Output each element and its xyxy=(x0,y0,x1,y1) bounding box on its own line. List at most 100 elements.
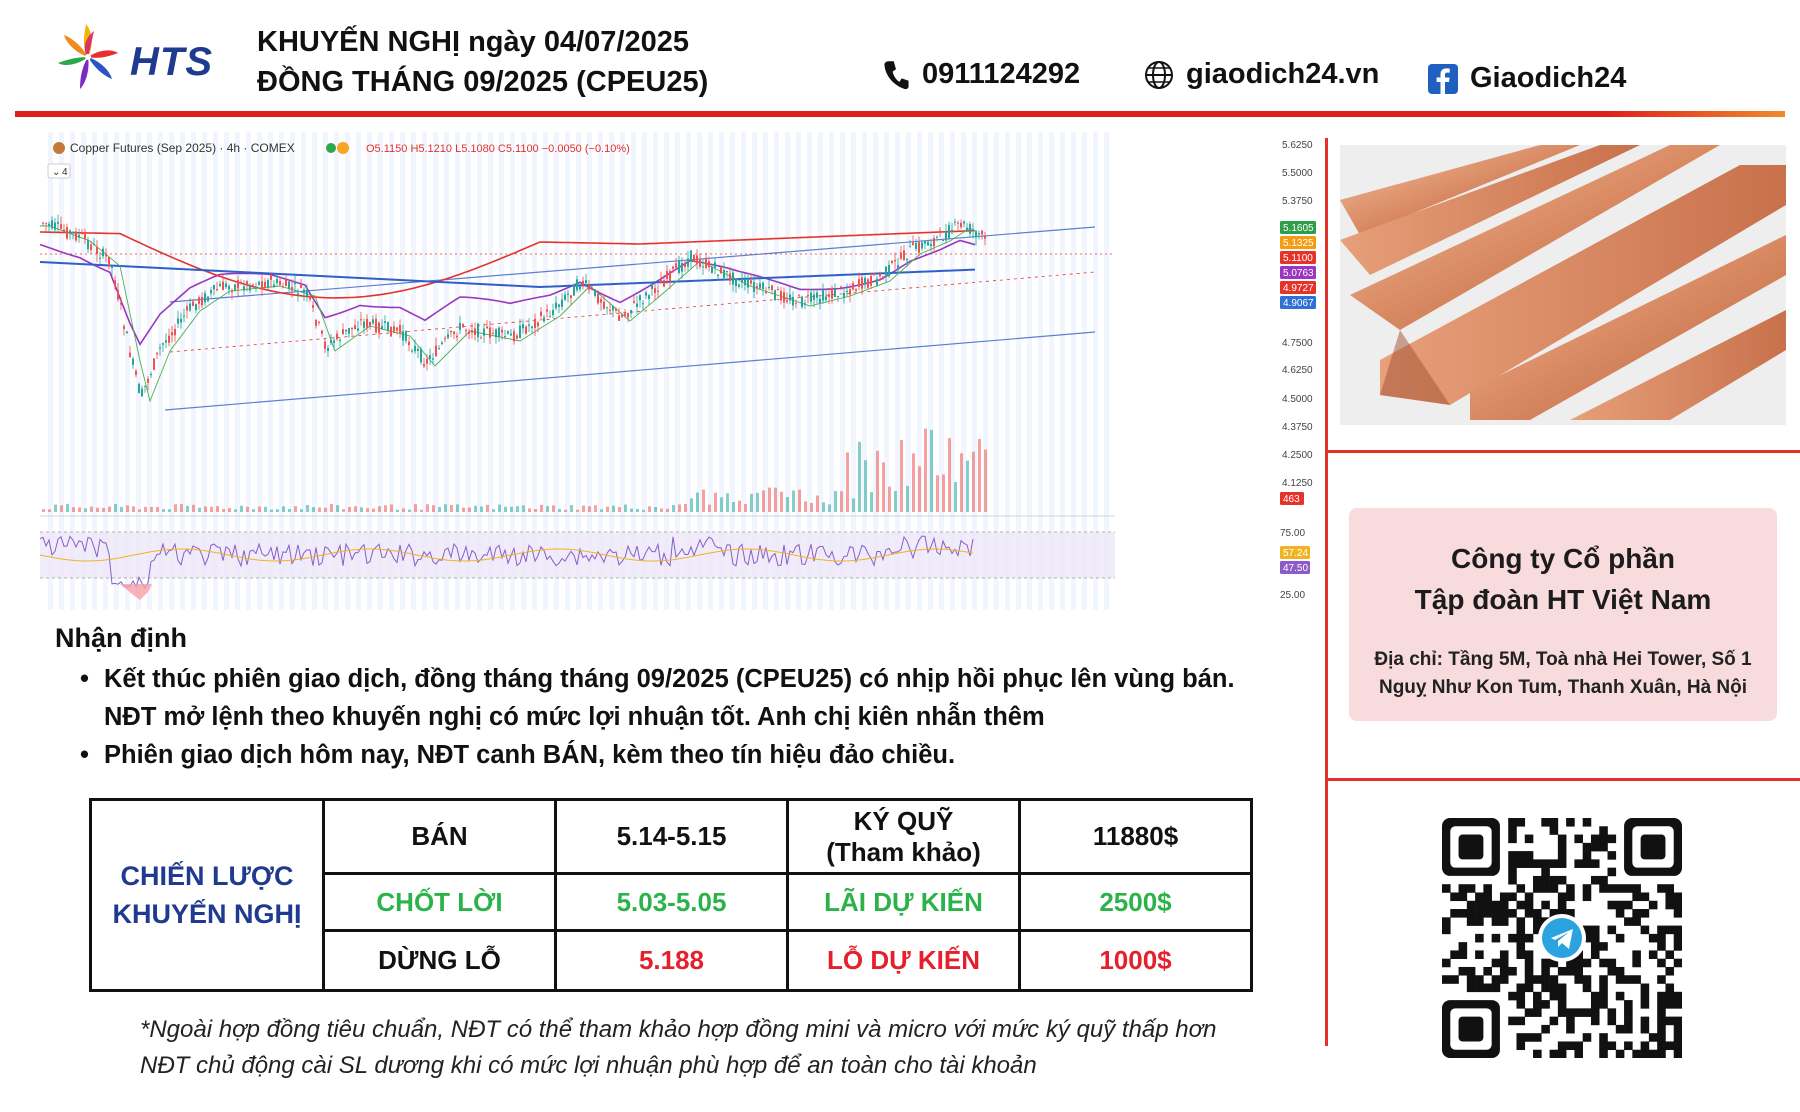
volume-bar xyxy=(462,507,465,512)
qr-module xyxy=(1599,826,1608,835)
session-band xyxy=(268,132,273,610)
price-tick-label: 4.3750 xyxy=(1282,422,1313,433)
qr-module xyxy=(1673,933,1683,943)
candle-body xyxy=(93,244,95,246)
qr-module xyxy=(1640,925,1650,935)
candle-body xyxy=(84,234,86,240)
qr-module xyxy=(1607,1008,1617,1017)
strategy-label-line1: CHIẾN LƯỢC xyxy=(120,861,294,891)
qr-module xyxy=(1483,892,1492,902)
candle-body xyxy=(474,328,476,336)
candle-body xyxy=(786,300,788,302)
volume-bar xyxy=(618,507,621,512)
qr-module xyxy=(1640,892,1650,902)
qr-module xyxy=(1615,975,1625,984)
qr-module xyxy=(1615,884,1625,893)
candle-body xyxy=(435,345,437,357)
qr-module xyxy=(1607,958,1617,968)
session-band xyxy=(158,132,163,610)
candle-body xyxy=(54,222,56,230)
candle-body xyxy=(228,286,230,290)
qr-module xyxy=(1657,1024,1666,1034)
qr-module xyxy=(1640,1041,1650,1051)
candle-body xyxy=(294,281,296,285)
expected-profit-label: LÃI DỰ KIẾN xyxy=(786,872,1021,932)
session-band xyxy=(400,132,405,610)
session-band xyxy=(873,132,878,610)
candle-body xyxy=(894,260,896,262)
candle-body xyxy=(621,315,623,317)
price-tick-label: 4.1250 xyxy=(1282,478,1313,489)
candle-body xyxy=(684,262,686,268)
qr-module xyxy=(1442,917,1451,926)
phone-contact[interactable]: 0911124292 xyxy=(882,58,1080,91)
qr-module xyxy=(1524,975,1534,984)
session-band xyxy=(356,132,361,610)
volume-bar xyxy=(192,504,195,512)
website-contact[interactable]: giaodich24.vn xyxy=(1144,58,1379,91)
candle-body xyxy=(714,262,716,268)
qr-module xyxy=(1607,851,1617,860)
candle-body xyxy=(66,227,68,239)
table-row: CHIẾN LƯỢC KHUYẾN NGHỊ BÁN 5.14-5.15 KÝ … xyxy=(89,798,1253,992)
candle-body xyxy=(519,325,521,338)
volume-bar xyxy=(936,475,939,512)
candle-body xyxy=(747,278,749,288)
volume-bar xyxy=(774,487,777,512)
facebook-contact[interactable]: Giaodich24 xyxy=(1428,62,1626,95)
footnote-line1: *Ngoài hợp đồng tiêu chuẩn, NĐT có thể t… xyxy=(140,1016,1217,1043)
session-band xyxy=(290,132,295,610)
candle-body xyxy=(984,236,986,239)
qr-module xyxy=(1557,834,1567,844)
volume-bar xyxy=(786,496,789,512)
qr-module xyxy=(1508,859,1517,868)
take-profit-price: 5.03-5.05 xyxy=(554,872,789,932)
candle-body xyxy=(213,285,215,290)
candle-body xyxy=(630,310,632,314)
qr-module xyxy=(1450,909,1459,918)
qr-module xyxy=(1665,892,1675,902)
telegram-qr-code[interactable] xyxy=(1442,818,1683,1059)
price-badge xyxy=(1280,236,1316,249)
qr-module xyxy=(1624,1000,1633,1009)
candle-body xyxy=(702,266,704,268)
volume-bar xyxy=(120,506,123,512)
qr-module xyxy=(1475,983,1484,993)
title-date-line: KHUYẾN NGHỊ ngày 04/07/2025 xyxy=(257,26,689,58)
candle-body xyxy=(75,231,77,241)
qr-module xyxy=(1557,966,1567,976)
volume-bar xyxy=(330,504,333,512)
candle-body xyxy=(591,287,593,289)
candle-body xyxy=(111,265,113,268)
price-badge-label: 5.0763 xyxy=(1283,268,1314,279)
indicator-toggle[interactable] xyxy=(47,163,71,179)
ma-blue xyxy=(39,261,976,289)
candle-body xyxy=(906,258,908,261)
qr-module xyxy=(1566,1008,1575,1017)
qr-module xyxy=(1549,909,1559,918)
session-band xyxy=(972,132,977,610)
session-band xyxy=(92,132,97,610)
candle-body xyxy=(285,279,287,287)
volume-badge xyxy=(1280,492,1304,505)
qr-module xyxy=(1590,942,1600,951)
candle-body xyxy=(573,284,575,296)
candle-body xyxy=(696,255,698,264)
candle-body xyxy=(948,224,950,238)
qr-module xyxy=(1615,909,1625,918)
candle-body xyxy=(972,229,974,231)
candle-body xyxy=(828,294,830,297)
qr-module xyxy=(1557,900,1567,910)
candle-body xyxy=(432,358,434,360)
qr-module xyxy=(1549,1049,1559,1059)
rsi-badge xyxy=(1280,561,1310,574)
session-band xyxy=(48,132,53,610)
volume-bar xyxy=(162,509,165,512)
candle-body xyxy=(243,286,245,291)
session-band xyxy=(675,132,680,610)
qr-module xyxy=(1557,842,1567,852)
candle-body xyxy=(891,260,893,263)
candle-body xyxy=(645,292,647,296)
candle-body xyxy=(678,261,680,273)
candle-body xyxy=(147,378,149,383)
